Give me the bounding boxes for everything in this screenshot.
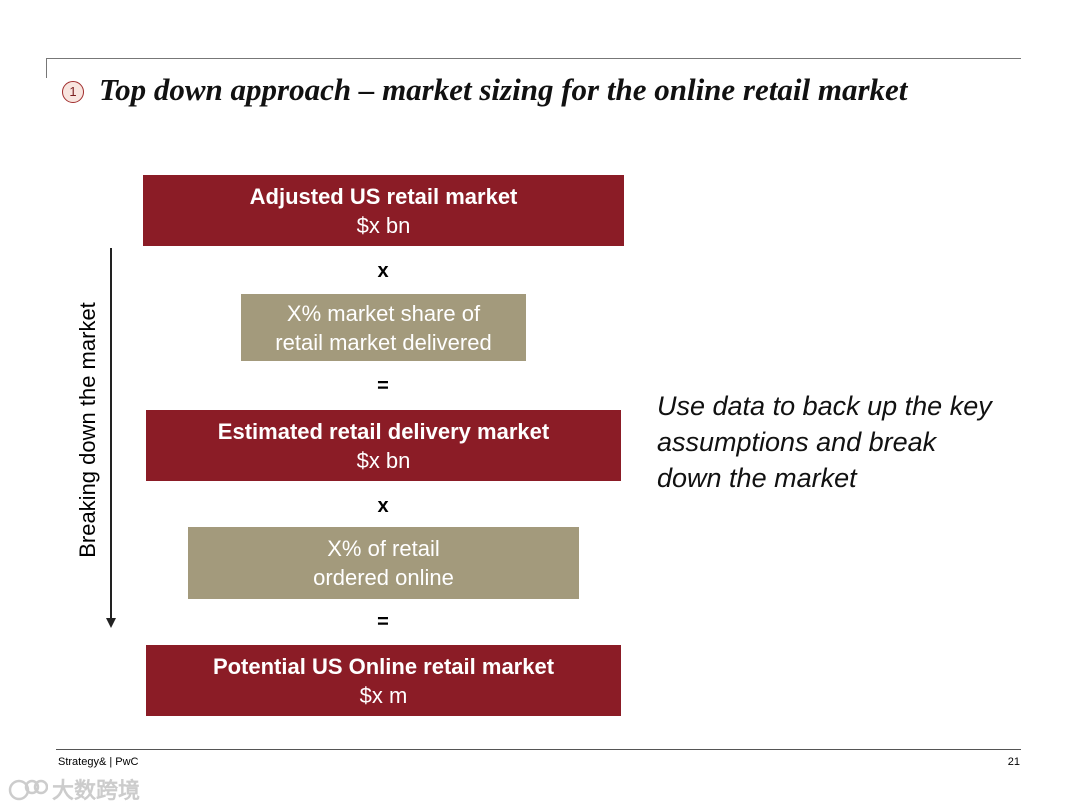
footer-rule: [56, 749, 1021, 750]
watermark: 大数跨境: [8, 772, 140, 806]
watermark-logo-icon: [8, 779, 48, 801]
top-rule-tick: [46, 58, 47, 78]
box-title: Adjusted US retail market: [249, 183, 518, 209]
box-line: retail market delivered: [275, 329, 492, 355]
box-title: Estimated retail delivery market: [217, 418, 550, 444]
box-value: $x bn: [356, 447, 411, 473]
box-potential-us-online-retail-market: Potential US Online retail market $x m: [146, 645, 621, 716]
step-number-badge: 1: [62, 81, 84, 103]
side-label: Breaking down the market: [75, 302, 100, 558]
operator-multiply: x: [377, 495, 389, 517]
down-arrow-icon: [106, 618, 116, 628]
operator-equals: =: [377, 611, 389, 633]
box-line: X% of retail: [327, 536, 440, 561]
operator-multiply: x: [377, 260, 389, 282]
watermark-text: 大数跨境: [52, 778, 141, 803]
callout-note: Use data to back up the key assumptions …: [657, 391, 992, 493]
footer-source: Strategy& | PwC: [58, 756, 139, 768]
box-adjusted-us-retail-market: Adjusted US retail market $x bn: [143, 175, 624, 246]
box-line: X% market share of: [286, 300, 481, 326]
box-title: Potential US Online retail market: [212, 653, 555, 679]
page-number: 21: [1007, 756, 1020, 768]
box-market-share-delivered: X% market share of retail market deliver…: [241, 294, 526, 361]
box-line: ordered online: [313, 565, 454, 590]
down-arrow-line: [110, 248, 112, 620]
box-ordered-online: X% of retail ordered online: [188, 527, 579, 599]
slide-title: Top down approach – market sizing for th…: [99, 72, 908, 107]
operator-equals: =: [377, 375, 389, 397]
top-rule: [46, 58, 1021, 59]
box-value: $x bn: [356, 212, 411, 238]
box-estimated-retail-delivery-market: Estimated retail delivery market $x bn: [146, 410, 621, 481]
box-value: $x m: [359, 682, 408, 708]
